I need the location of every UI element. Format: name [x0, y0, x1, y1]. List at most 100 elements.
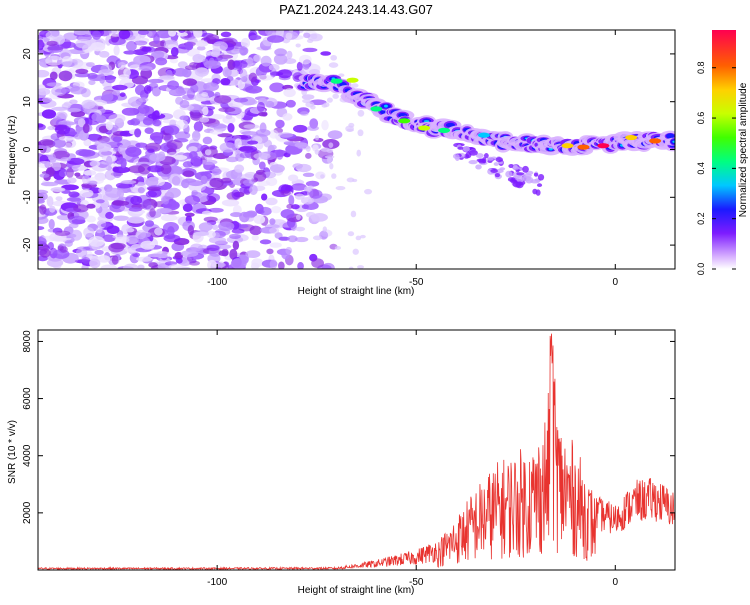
- spectrogram-noise-blob: [162, 195, 170, 205]
- spectrogram-noise-blob: [202, 106, 209, 116]
- spectrogram-noise-blob: [287, 235, 298, 243]
- spectrogram-noise-blob: [231, 228, 245, 234]
- spectrogram-noise-blob: [137, 186, 145, 194]
- colorbar-ticks: 0.0 0.2 0.4 0.6 0.8: [696, 61, 736, 275]
- spectrogram-noise-blob: [49, 205, 56, 213]
- spectrogram-noise-blob: [253, 171, 267, 182]
- spectrogram-noise-blob: [51, 161, 62, 172]
- spectrogram-noise-blob: [265, 197, 278, 206]
- spectrogram-signal-blob: [666, 133, 675, 139]
- spectrogram-noise-blob: [286, 50, 293, 59]
- spectrogram-noise-blob: [153, 33, 160, 45]
- snr-xtick-label: -50: [409, 577, 424, 588]
- spectrogram-noise-blob: [45, 55, 64, 66]
- spectrogram-noise-blob: [323, 102, 330, 108]
- spectrogram-noise-blob: [164, 125, 180, 136]
- spectrogram-noise-blob: [69, 99, 78, 105]
- snr-xtick-label: -100: [207, 577, 227, 588]
- spectrogram-noise-blob: [137, 264, 145, 269]
- spectrogram-noise-blob: [97, 255, 111, 263]
- spectrogram-signal-blob: [493, 162, 500, 166]
- snr-ytick-label: 4000: [22, 444, 33, 467]
- spectrogram-noise-blob: [87, 180, 98, 186]
- spectrogram-noise-blob: [59, 246, 68, 253]
- spectrogram-noise-blob: [221, 199, 240, 207]
- spectrogram-noise-blob: [101, 92, 114, 102]
- spectrogram-noise-blob: [312, 235, 323, 241]
- spectrogram-noise-blob: [85, 215, 97, 223]
- spectrogram-noise-blob: [182, 78, 198, 86]
- spectrogram-noise-blob: [192, 53, 205, 63]
- spectrogram-noise-blob: [205, 50, 213, 56]
- spectrogram-peak: [330, 78, 343, 84]
- spectrogram-noise-blob: [111, 200, 130, 206]
- colorbar: 0.0 0.2 0.4 0.6 0.8 Normalized spectral ampl…: [696, 30, 749, 275]
- spectrogram-noise-blob: [182, 203, 193, 213]
- spectrogram-signal-blob: [522, 173, 532, 178]
- spectrogram-noise-blob: [141, 199, 152, 210]
- spectrogram-peak: [577, 144, 590, 150]
- spectrogram-noise-blob: [282, 113, 293, 121]
- spectrogram-signal-blob: [536, 183, 543, 188]
- spectrogram-peak: [597, 143, 610, 149]
- spectrogram-noise-blob: [187, 180, 204, 187]
- spectrogram-noise-blob: [38, 236, 47, 248]
- spectrogram-noise-blob: [274, 48, 288, 57]
- spectrogram-noise-blob: [153, 110, 160, 119]
- spectrogram-noise-blob: [218, 221, 235, 231]
- spectrogram-noise-blob: [191, 130, 201, 142]
- spectrogram-noise-blob: [265, 100, 275, 108]
- spectrogram-noise-blob: [181, 68, 192, 78]
- spectrogram-noise-blob: [302, 172, 315, 177]
- spectrogram-noise-blob: [305, 152, 312, 159]
- spectrogram-noise-blob: [105, 211, 114, 220]
- spectrogram-noise-blob: [239, 68, 248, 80]
- spectrogram-noise-blob: [113, 215, 130, 221]
- spectrogram-noise-blob: [108, 30, 118, 34]
- spectrogram-noise-blob: [89, 133, 100, 143]
- spectrogram-peak: [370, 106, 383, 112]
- colorbar-gradient: [712, 30, 736, 269]
- snr-ylabel: SNR (10 * v/v): [7, 420, 18, 484]
- spectrogram-noise-blob: [277, 69, 292, 79]
- spectrogram-noise-blob: [52, 138, 66, 149]
- spectrogram-noise-blob: [74, 172, 81, 177]
- spectrogram-noise-blob: [38, 192, 48, 201]
- spectrogram-noise-blob: [100, 264, 118, 269]
- spectrogram-noise-blob: [295, 226, 306, 232]
- spectrogram-noise-blob: [121, 180, 137, 185]
- spectrogram-noise-blob: [299, 111, 309, 117]
- spectrogram-noise-blob: [275, 119, 285, 129]
- spectrogram-noise-blob: [95, 227, 103, 234]
- spectrogram-noise-blob: [105, 74, 116, 84]
- spectrogram-noise-blob: [174, 131, 191, 140]
- spectrogram-noise-blob: [207, 259, 218, 269]
- spectrogram-noise-blob: [328, 142, 334, 148]
- spectrogram-noise-blob: [111, 90, 121, 96]
- spectrogram-noise-blob: [81, 174, 91, 185]
- spectrogram-noise-blob: [234, 164, 245, 173]
- spectrogram-xtick-label: -50: [409, 277, 424, 288]
- spectrogram-noise-blob: [255, 66, 267, 78]
- spectrogram-noise-blob: [256, 180, 271, 187]
- spectrogram-noise-blob: [190, 243, 203, 252]
- spectrogram-noise-blob: [88, 235, 105, 247]
- spectrogram-signal-blob: [522, 165, 529, 173]
- spectrogram-noise-blob: [269, 242, 282, 248]
- spectrogram-noise-blob: [359, 234, 366, 239]
- spectrogram-noise-blob: [229, 233, 241, 240]
- spectrogram-noise-blob: [352, 248, 359, 255]
- snr-ytick-label: 8000: [22, 330, 33, 353]
- spectrogram-noise-blob: [239, 152, 252, 159]
- spectrogram-noise-blob: [83, 138, 92, 147]
- spectrogram-noise-blob: [302, 98, 311, 104]
- spectrogram-noise-blob: [320, 147, 330, 152]
- snr-ytick-label: 2000: [22, 501, 33, 524]
- spectrogram-noise-blob: [204, 149, 212, 156]
- spectrogram-noise-blob: [46, 195, 54, 207]
- spectrogram-noise-blob: [117, 144, 126, 155]
- spectrogram-noise-blob: [355, 235, 362, 241]
- spectrogram-noise-blob: [232, 240, 240, 251]
- spectrogram-noise-blob: [305, 180, 320, 187]
- spectrogram-noise-blob: [140, 68, 153, 80]
